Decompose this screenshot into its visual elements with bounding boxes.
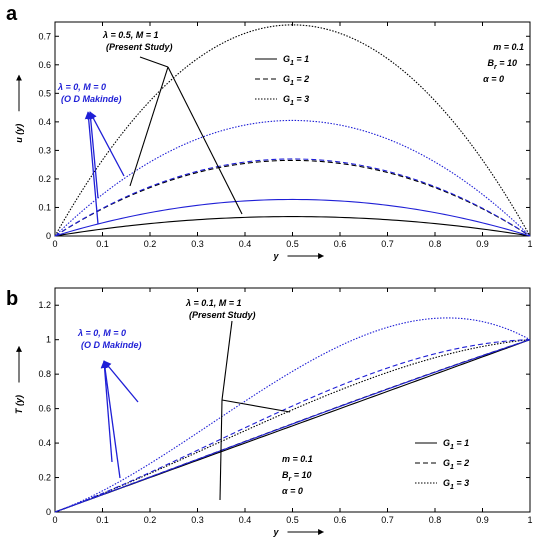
annotation-present-sub: (Present Study) [106, 42, 173, 52]
panel-b: b 0 0.1 0.2 0.3 0.4 0.5 0.6 0.7 0.8 0.9 1 0 0.2 0.4 0.6… [6, 287, 533, 537]
series-line-makinde-solid [54, 198, 531, 237]
annotation-pointer-makinde [103, 360, 139, 403]
y-tick-label: 0.2 [38, 473, 51, 483]
x-tick-label: 0.6 [334, 515, 347, 525]
annotation-pointer-makinde [84, 111, 99, 225]
annotation-pointer-present [221, 320, 233, 401]
legend-entry: G1 = 3 [283, 94, 309, 107]
y-tick-label: 0.3 [38, 145, 51, 155]
annotation-pointer-makinde [101, 360, 121, 479]
annotation-present-sub: (Present Study) [189, 310, 256, 320]
y-axis-label: u (y) [14, 124, 24, 143]
series-line-makinde-solid [54, 339, 531, 513]
y-tick-label: 1 [46, 335, 51, 345]
x-tick-label: 0.8 [429, 239, 442, 249]
x-tick-label: 0.2 [144, 515, 157, 525]
legend-entry: G1 = 2 [443, 458, 469, 471]
panel-letter: b [6, 288, 18, 310]
x-axis-label: y [273, 251, 280, 261]
x-tick-label: 1 [527, 515, 532, 525]
x-tick-label: 0.9 [476, 239, 489, 249]
panel-letter: a [6, 3, 18, 25]
x-tick-label: 0.7 [381, 239, 394, 249]
x-tick-label: 0 [52, 239, 57, 249]
y-tick-label: 0.8 [38, 369, 51, 379]
series-line-makinde-dashed [54, 158, 531, 237]
series-line-makinde-dashdot [54, 317, 531, 513]
y-tick-label: 0.5 [38, 88, 51, 98]
x-tick-label: 0.4 [239, 515, 252, 525]
y-tick-label: 0.2 [38, 174, 51, 184]
x-tick-label: 0.7 [381, 515, 394, 525]
annotation-pointer-present [219, 399, 223, 501]
param-alpha: α = 0 [483, 74, 504, 84]
legend-entry: G1 = 1 [283, 54, 309, 67]
y-tick-label: 0 [46, 507, 51, 517]
x-tick-label: 0.6 [334, 239, 347, 249]
x-tick-label: 0.4 [239, 239, 252, 249]
y-tick-label: 0.1 [38, 202, 51, 212]
y-tick-label: 0.7 [38, 31, 51, 41]
y-tick-label: 0.4 [38, 117, 51, 127]
panel-a: a 0 0.1 0.2 0.3 0.4 0.5 0.6 0.7 0.8 0.9 1 0 0.1 0.2 0.3… [6, 3, 533, 261]
y-tick-label: 0.4 [38, 438, 51, 448]
y-tick-label: 0.6 [38, 60, 51, 70]
series-line-present-dashdot [54, 24, 531, 237]
annotation-pointer-makinde [86, 111, 99, 199]
annotation-pointer-present [129, 66, 169, 187]
y-tick-label: 1.2 [38, 300, 51, 310]
x-tick-label: 0.3 [191, 239, 204, 249]
series-line-makinde-dashdot [54, 119, 531, 237]
x-tick-label: 1 [527, 239, 532, 249]
param-m: m = 0.1 [282, 454, 313, 464]
series-line-present-dashed [54, 159, 531, 237]
legend-entry: G1 = 1 [443, 438, 469, 451]
annotation-pointer-makinde [89, 111, 125, 177]
param-alpha: α = 0 [282, 486, 303, 496]
param-br: Br = 10 [282, 470, 312, 483]
annotation-pointer-makinde [100, 360, 113, 463]
x-tick-label: 0.2 [144, 239, 157, 249]
x-tick-label: 0 [52, 515, 57, 525]
annotation-pointer-present [167, 66, 243, 215]
x-tick-label: 0.5 [286, 515, 299, 525]
series-line-present-solid [54, 216, 531, 237]
param-br: Br = 10 [487, 58, 517, 71]
x-tick-label: 0.3 [191, 515, 204, 525]
x-tick-label: 0.8 [429, 515, 442, 525]
annotation-makinde: λ = 0, M = 0 [77, 328, 126, 338]
x-tick-label: 0.5 [286, 239, 299, 249]
x-tick-label: 0.1 [96, 239, 109, 249]
annotation-present: λ = 0.1, M = 1 [185, 298, 242, 308]
annotation-makinde-sub: (O D Makinde) [81, 340, 142, 350]
x-tick-label: 0.9 [476, 515, 489, 525]
series-line-makinde-dashed [54, 339, 531, 513]
annotation-pointer-present [139, 56, 169, 68]
param-m: m = 0.1 [493, 42, 524, 52]
y-axis-label: T (y) [14, 395, 24, 414]
legend-entry: G1 = 2 [283, 74, 309, 87]
annotation-present: λ = 0.5, M = 1 [102, 30, 159, 40]
annotation-makinde-sub: (O D Makinde) [61, 94, 122, 104]
legend-entry: G1 = 3 [443, 478, 469, 491]
y-tick-label: 0 [46, 231, 51, 241]
annotation-pointer-present [221, 399, 291, 413]
x-tick-label: 0.1 [96, 515, 109, 525]
series-line-present-dashdot [54, 339, 531, 513]
annotation-makinde: λ = 0, M = 0 [57, 82, 106, 92]
y-tick-label: 0.6 [38, 404, 51, 414]
x-axis-label: y [273, 527, 280, 537]
